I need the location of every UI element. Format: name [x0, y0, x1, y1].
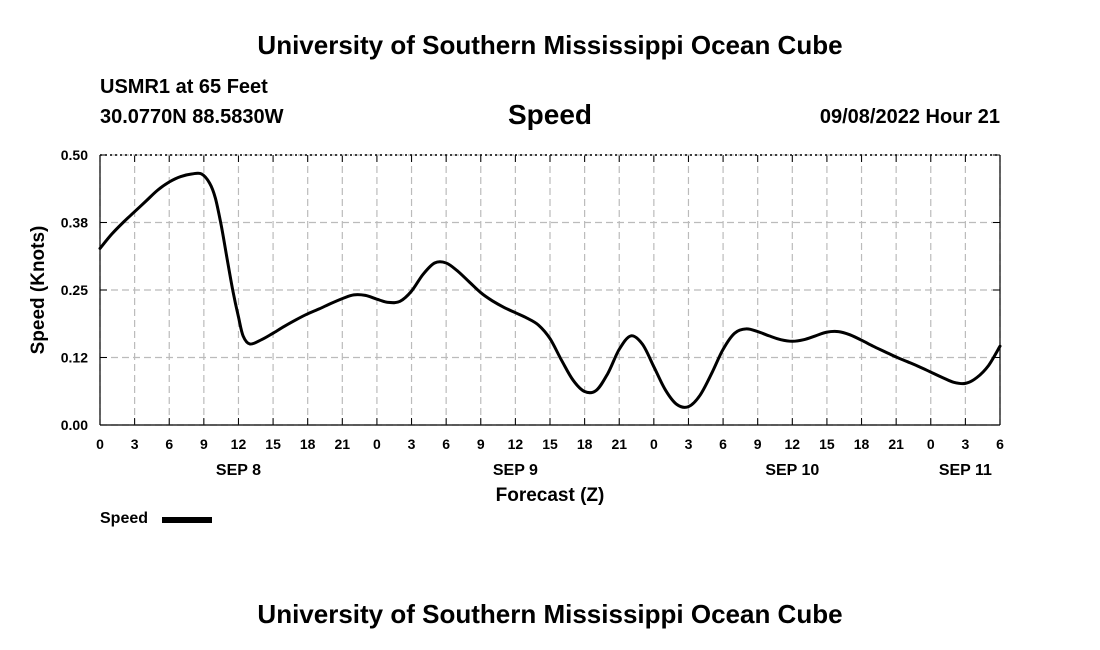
x-tick-label: 0: [96, 436, 104, 452]
x-tick-label: 3: [408, 436, 416, 452]
legend-label: Speed: [100, 510, 149, 527]
x-tick-label: 3: [685, 436, 693, 452]
x-tick-label: 6: [165, 436, 173, 452]
footer-title: University of Southern Mississippi Ocean…: [257, 599, 843, 629]
y-tick-label: 0.25: [61, 282, 88, 298]
y-axis-label: Speed (Knots): [28, 226, 49, 355]
station-label: USMR1 at 65 Feet: [100, 76, 268, 98]
y-tick-label: 0.12: [61, 350, 88, 366]
station-coordinates: 30.0770N 88.5830W: [100, 106, 284, 128]
x-tick-label: 18: [300, 436, 316, 452]
x-tick-label: 3: [961, 436, 969, 452]
y-tick-label: 0.00: [61, 417, 88, 433]
x-tick-label: 9: [200, 436, 208, 452]
x-tick-label: 21: [611, 436, 627, 452]
x-axis-label: Forecast (Z): [496, 485, 605, 506]
legend-swatch: [162, 517, 212, 523]
x-tick-label: 3: [131, 436, 139, 452]
x-tick-label: 0: [373, 436, 381, 452]
x-tick-label: 15: [265, 436, 281, 452]
date-label: SEP 8: [216, 462, 261, 479]
x-tick-label: 15: [819, 436, 835, 452]
x-tick-label: 12: [508, 436, 524, 452]
x-tick-label: 0: [650, 436, 658, 452]
x-tick-label: 15: [542, 436, 558, 452]
date-label: SEP 9: [493, 462, 538, 479]
x-tick-label: 12: [231, 436, 247, 452]
series-line-speed: [98, 171, 1002, 409]
x-tick-label: 9: [754, 436, 762, 452]
x-tick-label: 21: [888, 436, 904, 452]
x-tick-label: 6: [996, 436, 1004, 452]
x-tick-label: 9: [477, 436, 485, 452]
y-tick-label: 0.50: [61, 147, 88, 163]
x-tick-label: 18: [577, 436, 593, 452]
x-tick-label: 12: [785, 436, 801, 452]
x-tick-label: 21: [335, 436, 351, 452]
y-tick-label: 0.38: [61, 215, 88, 231]
chart-variable-title: Speed: [507, 99, 593, 130]
date-label: SEP 11: [939, 462, 992, 479]
x-tick-label: 18: [854, 436, 870, 452]
x-tick-label: 6: [719, 436, 727, 452]
chart-main-title: University of Southern Mississippi Ocean…: [257, 30, 843, 60]
x-tick-label: 0: [927, 436, 935, 452]
x-tick-label: 6: [442, 436, 450, 452]
forecast-datetime: 09/08/2022 Hour 21: [819, 106, 1000, 128]
date-label: SEP 10: [765, 462, 819, 479]
